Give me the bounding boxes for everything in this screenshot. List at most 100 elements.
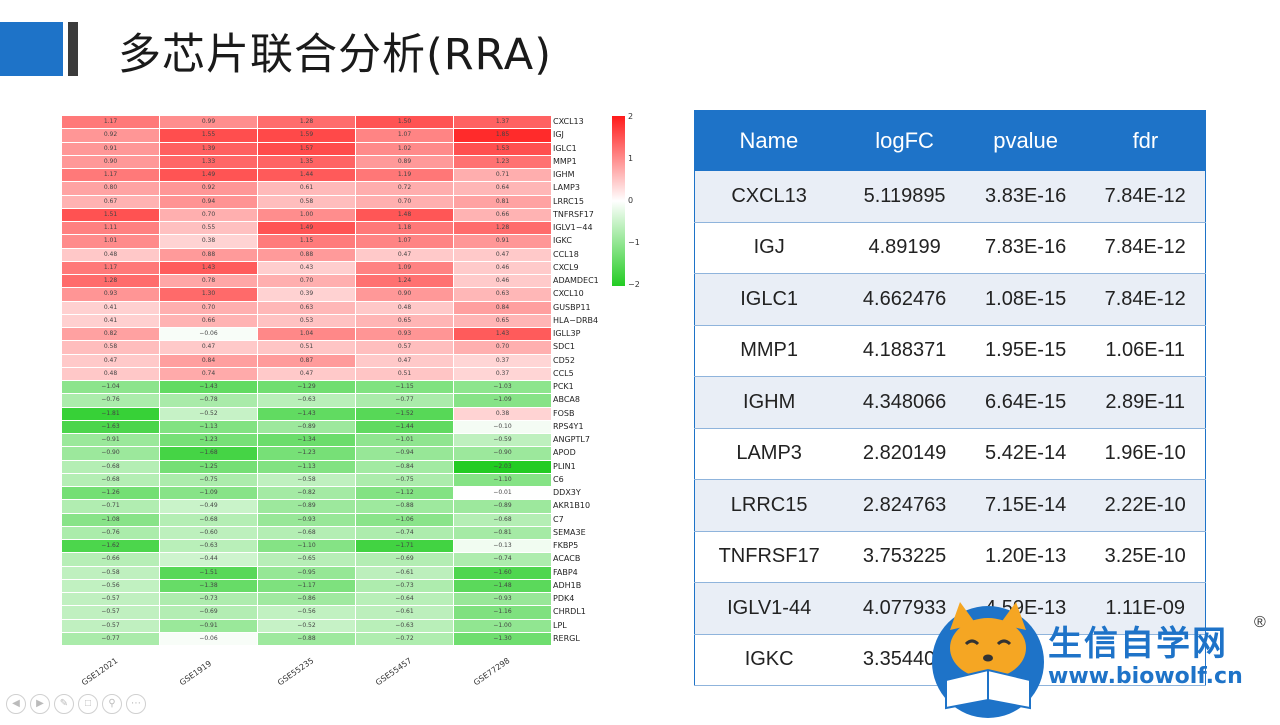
heatmap-cell: 0.89 bbox=[356, 155, 454, 168]
heatmap-cell: 1.28 bbox=[258, 116, 356, 129]
heatmap-cell: 0.58 bbox=[62, 341, 160, 354]
next-slide-icon[interactable]: ▶ bbox=[30, 694, 50, 714]
heatmap-row: −0.76 −0.78 −0.63 −0.77 −1.09 bbox=[62, 393, 552, 407]
slides-icon[interactable]: □ bbox=[78, 694, 98, 714]
heatmap-cell: 1.53 bbox=[454, 142, 552, 155]
heatmap-cell: 0.58 bbox=[258, 195, 356, 208]
heatmap-row: 0.47 0.84 0.87 0.47 0.37 bbox=[62, 353, 552, 367]
heatmap-row: 0.58 0.47 0.51 0.57 0.70 bbox=[62, 340, 552, 354]
heatmap-cell: −0.93 bbox=[258, 513, 356, 526]
heatmap-cell: 0.91 bbox=[62, 142, 160, 155]
prev-slide-icon[interactable]: ◀ bbox=[6, 694, 26, 714]
heatmap-row: −1.63 −1.13 −0.89 −1.44 −0.10 bbox=[62, 419, 552, 433]
heatmap-cell: −0.13 bbox=[454, 540, 552, 553]
heatmap-cell: 1.49 bbox=[160, 169, 258, 182]
heatmap-cell: −0.75 bbox=[160, 473, 258, 486]
heatmap-cell: −0.68 bbox=[160, 513, 258, 526]
table-row: IGHM 4.348066 6.64E-15 2.89E-11 bbox=[694, 376, 1206, 429]
heatmap-cell: −0.49 bbox=[160, 500, 258, 513]
more-options-icon[interactable]: ⋯ bbox=[126, 694, 146, 714]
heatmap-cell: 0.70 bbox=[356, 195, 454, 208]
heatmap-cell: −0.78 bbox=[160, 394, 258, 407]
heatmap-row: 1.17 1.49 1.44 1.19 0.71 bbox=[62, 168, 552, 182]
heatmap-cell: 1.07 bbox=[356, 129, 454, 142]
table-cell: CXCL13 bbox=[694, 170, 844, 223]
heatmap-gene-label: CXCL10 bbox=[553, 289, 584, 299]
table-header-row: Name logFC pvalue fdr bbox=[694, 110, 1207, 171]
heatmap-cell: 0.64 bbox=[454, 182, 552, 195]
heatmap-gene-label: RPS4Y1 bbox=[553, 421, 584, 431]
heatmap-cell: 1.11 bbox=[62, 222, 160, 235]
heatmap-cell: −1.81 bbox=[62, 407, 160, 420]
color-key-tick: 1 bbox=[628, 154, 634, 163]
heatmap-cell: 1.15 bbox=[258, 235, 356, 248]
heatmap-gene-label: CXCL13 bbox=[553, 117, 584, 126]
heatmap-row: −0.91 −1.23 −1.34 −1.01 −0.59 bbox=[62, 433, 552, 447]
heatmap-cell: −0.86 bbox=[258, 593, 356, 606]
heatmap-gene-label: ACACB bbox=[553, 554, 581, 564]
heatmap-cell: 0.47 bbox=[160, 341, 258, 354]
heatmap-cell: 0.87 bbox=[258, 354, 356, 367]
heatmap-cell: 0.93 bbox=[356, 328, 454, 341]
heatmap-cell: 0.48 bbox=[356, 301, 454, 314]
heatmap-gene-label: RERGL bbox=[553, 633, 580, 643]
heatmap-gene-label: DDX3Y bbox=[553, 488, 581, 497]
heatmap-cell: −1.06 bbox=[356, 513, 454, 526]
color-key-tick: 2 bbox=[628, 112, 634, 121]
heatmap-cell: −0.73 bbox=[356, 579, 454, 592]
heatmap-gene-label: IGLL3P bbox=[553, 329, 581, 338]
heatmap-cell: −0.74 bbox=[356, 526, 454, 539]
table-cell: LRRC15 bbox=[694, 479, 844, 532]
heatmap-cell: −0.88 bbox=[258, 632, 356, 645]
table-body: CXCL13 5.119895 3.83E-16 7.84E-12 IGJ 4.89199… bbox=[694, 170, 1206, 686]
heatmap-cell: 0.39 bbox=[258, 288, 356, 301]
heatmap-color-key bbox=[612, 116, 625, 286]
heatmap-cell: −1.01 bbox=[356, 434, 454, 447]
table-cell bbox=[1085, 633, 1206, 686]
table-row: LAMP3 2.820149 5.42E-14 1.96E-10 bbox=[694, 427, 1206, 480]
heatmap-dataset-label: GSE12021 bbox=[80, 656, 120, 688]
heatmap-cell: −0.69 bbox=[356, 553, 454, 566]
heatmap-cell: −0.77 bbox=[62, 632, 160, 645]
zoom-icon[interactable]: ⚲ bbox=[102, 694, 122, 714]
table-header-cell: Name bbox=[694, 110, 844, 171]
heatmap-cell: −0.90 bbox=[62, 447, 160, 460]
heatmap-cell: −1.68 bbox=[160, 447, 258, 460]
heatmap-gene-label: CCL5 bbox=[553, 368, 574, 378]
heatmap-gene-labels: CXCL13 IGJ IGLC1 MMP1 IGHM LAMP3 LRRC15 TNFRSF1… bbox=[553, 115, 623, 645]
heatmap-row: −0.71 −0.49 −0.89 −0.88 −0.89 bbox=[62, 499, 552, 513]
watermark-url: www.biowolf.cn bbox=[1048, 664, 1243, 689]
heatmap-row: −0.58 −1.51 −0.95 −0.61 −1.60 bbox=[62, 565, 552, 579]
table-cell: 4.89199 bbox=[843, 221, 966, 274]
heatmap-cell: 0.91 bbox=[454, 235, 552, 248]
heatmap-cell: 0.48 bbox=[62, 367, 160, 380]
wolf-logo-icon bbox=[932, 602, 1044, 718]
table-cell: 7.84E-12 bbox=[1085, 221, 1206, 274]
heatmap-cell: −1.09 bbox=[454, 394, 552, 407]
heatmap-dataset-label: GSE1919 bbox=[178, 658, 214, 688]
heatmap-cell: 0.61 bbox=[258, 182, 356, 195]
heatmap-cell: −1.25 bbox=[160, 460, 258, 473]
heatmap-cell: 0.65 bbox=[356, 314, 454, 327]
heatmap-cell: −0.56 bbox=[258, 606, 356, 619]
heatmap-cell: 1.00 bbox=[258, 208, 356, 221]
heatmap-cell: 1.85 bbox=[454, 129, 552, 142]
heatmap-row: −0.57 −0.91 −0.52 −0.63 −1.00 bbox=[62, 618, 552, 632]
pen-icon[interactable]: ✎ bbox=[54, 694, 74, 714]
color-key-tick: −1 bbox=[628, 238, 640, 247]
heatmap-cell: −0.52 bbox=[258, 619, 356, 632]
table-header-cell: pvalue bbox=[965, 110, 1086, 171]
heatmap-cell: 1.01 bbox=[62, 235, 160, 248]
heatmap-cell: −0.63 bbox=[356, 619, 454, 632]
heatmap-dataset-label: GSE55235 bbox=[276, 656, 316, 688]
heatmap-cell: 0.38 bbox=[454, 407, 552, 420]
heatmap-cell: 0.51 bbox=[356, 367, 454, 380]
heatmap-cell: 0.84 bbox=[454, 301, 552, 314]
heatmap-cell: −2.03 bbox=[454, 460, 552, 473]
heatmap-cell: −0.81 bbox=[454, 526, 552, 539]
heatmap-gene-label: LAMP3 bbox=[553, 183, 580, 193]
heatmap-row: 0.93 1.30 0.39 0.90 0.63 bbox=[62, 287, 552, 301]
heatmap-cell: 0.78 bbox=[160, 275, 258, 288]
heatmap-row: −0.90 −1.68 −1.23 −0.94 −0.90 bbox=[62, 446, 552, 460]
table-cell: 7.15E-14 bbox=[965, 479, 1086, 532]
